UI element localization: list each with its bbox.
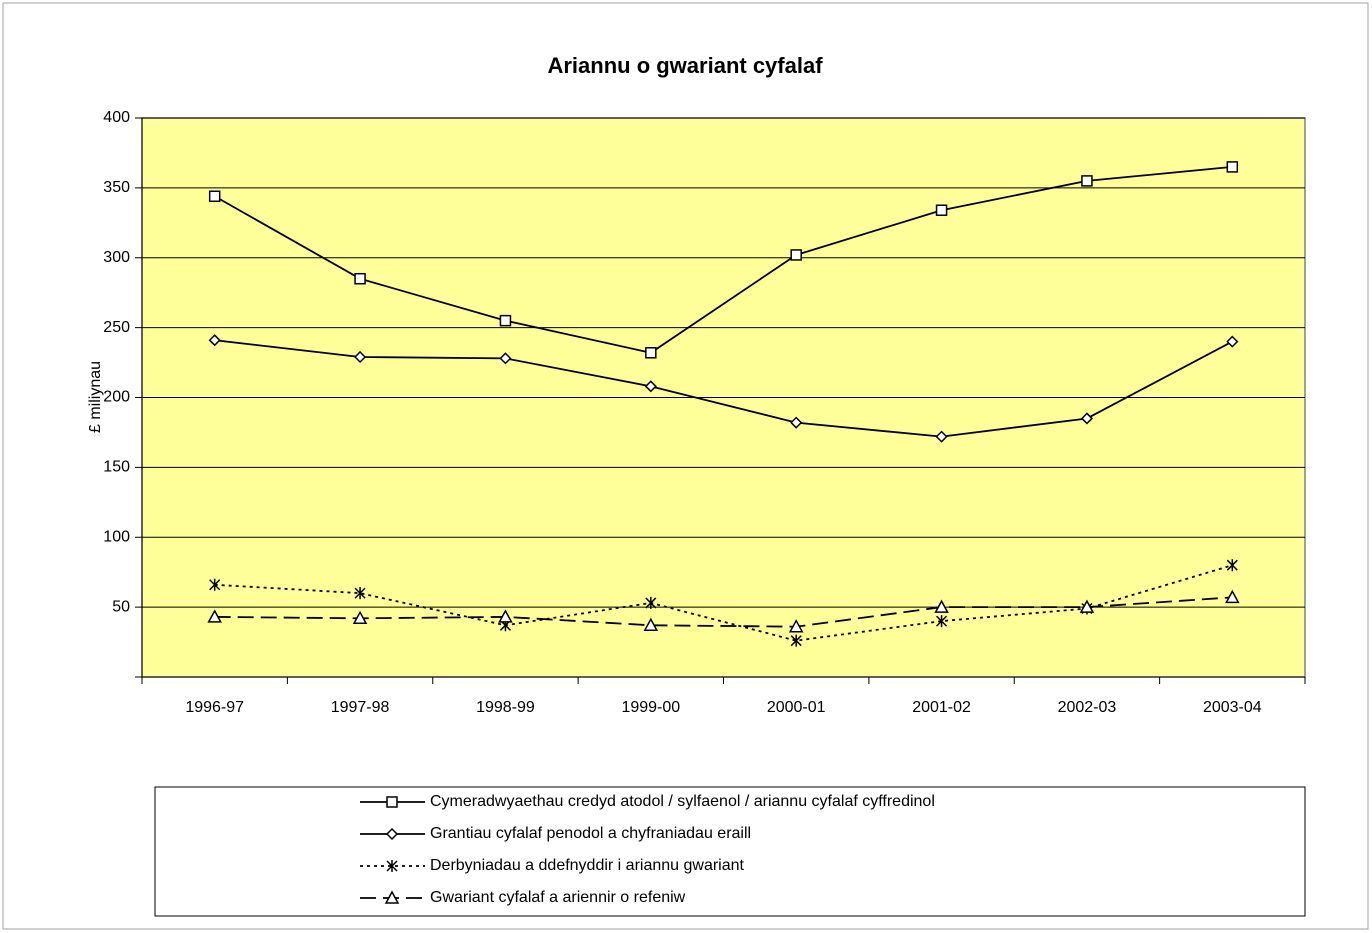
marker xyxy=(1079,599,1095,613)
x-tick-label: 2002-03 xyxy=(1058,699,1117,716)
marker xyxy=(499,352,512,365)
legend-label: Derbyniadau a ddefnyddir i ariannu gwari… xyxy=(430,857,745,874)
marker xyxy=(498,609,513,623)
marker xyxy=(790,416,803,429)
y-tick-label: 300 xyxy=(103,249,130,266)
y-tick-label: 100 xyxy=(103,528,130,545)
y-tick-label: 350 xyxy=(103,179,130,196)
x-tick-label: 2001-02 xyxy=(912,699,971,716)
legend-label: Grantiau cyfalaf penodol a chyfraniadau … xyxy=(430,825,751,842)
marker xyxy=(354,587,366,600)
marker xyxy=(645,347,657,359)
marker xyxy=(644,380,657,393)
legend-marker xyxy=(386,796,398,808)
marker xyxy=(1080,412,1093,425)
chart-title: Ariannu o gwariant cyfalaf xyxy=(547,53,823,78)
marker xyxy=(1225,589,1240,604)
series-line xyxy=(214,596,1233,628)
y-tick-label: 200 xyxy=(103,389,130,406)
x-tick-label: 2000-01 xyxy=(767,699,826,716)
marker xyxy=(499,314,512,327)
marker xyxy=(354,350,367,364)
series-line xyxy=(214,166,1233,354)
marker xyxy=(643,617,659,632)
marker xyxy=(788,619,804,633)
marker xyxy=(352,610,368,625)
marker xyxy=(936,615,948,628)
x-tick-label: 1999-00 xyxy=(621,699,680,716)
y-tick-label: 400 xyxy=(103,109,130,126)
legend-box xyxy=(154,786,1306,917)
y-tick-label: 150 xyxy=(103,459,130,476)
marker xyxy=(1226,335,1239,348)
x-tick-label: 1996-97 xyxy=(185,699,244,716)
y-tick-label: 250 xyxy=(103,319,130,336)
marker xyxy=(207,609,222,623)
x-tick-label: 1998-99 xyxy=(476,699,535,716)
legend-label: Cymeradwyaethau credyd atodol / sylfaeno… xyxy=(430,793,935,810)
x-tick-label: 2003-04 xyxy=(1203,699,1262,716)
marker xyxy=(934,599,949,613)
marker xyxy=(1226,161,1239,173)
y-tick-label: 50 xyxy=(112,598,130,615)
legend-marker xyxy=(385,827,399,841)
legend-label: Gwariant cyfalaf a ariennir o refeniw xyxy=(430,889,686,906)
marker xyxy=(208,190,221,203)
marker xyxy=(209,578,221,591)
legend-marker xyxy=(384,890,400,904)
marker xyxy=(1081,175,1093,187)
series-line xyxy=(214,564,1233,642)
marker xyxy=(790,634,802,647)
marker xyxy=(1226,559,1238,572)
marker xyxy=(935,430,948,443)
y-axis-label: £ miliynau xyxy=(87,361,104,433)
marker xyxy=(935,204,948,216)
marker xyxy=(354,272,366,285)
marker xyxy=(208,334,221,347)
series-line xyxy=(214,339,1233,438)
legend-marker xyxy=(386,860,398,872)
x-tick-label: 1997-98 xyxy=(331,699,390,716)
marker xyxy=(645,596,657,609)
marker xyxy=(790,249,802,261)
